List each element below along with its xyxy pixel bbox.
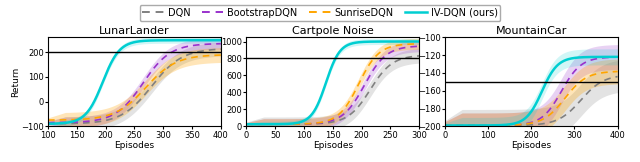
X-axis label: Episodes: Episodes [511,141,551,150]
Title: LunarLander: LunarLander [99,26,170,36]
X-axis label: Episodes: Episodes [115,141,154,150]
Title: Cartpole Noise: Cartpole Noise [292,26,374,36]
Y-axis label: Return: Return [11,67,20,97]
X-axis label: Episodes: Episodes [313,141,353,150]
Legend: DQN, BootstrapDQN, SunriseDQN, IV-DQN (ours): DQN, BootstrapDQN, SunriseDQN, IV-DQN (o… [140,5,500,21]
Title: MountainCar: MountainCar [495,26,567,36]
